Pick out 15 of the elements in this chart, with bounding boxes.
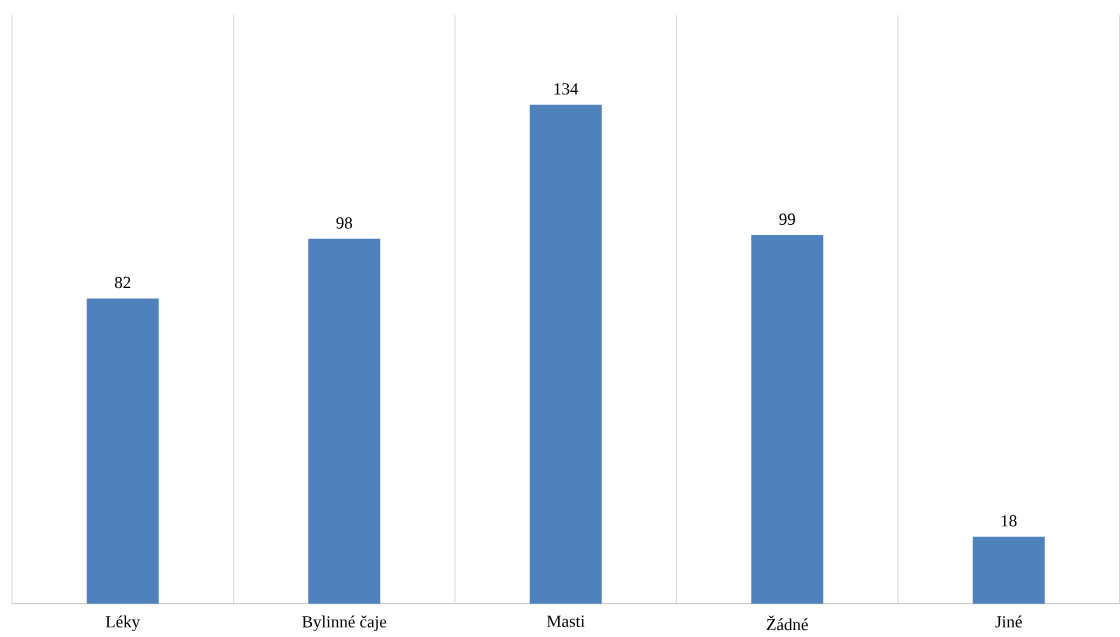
bar	[972, 536, 1045, 604]
x-tick-label: Jiné	[995, 615, 1022, 628]
bar	[308, 239, 381, 604]
data-label: 82	[114, 276, 131, 289]
x-tick-label: Masti	[546, 615, 585, 628]
data-label: 98	[336, 217, 353, 229]
bar	[751, 235, 824, 604]
bar	[529, 104, 602, 604]
data-label: 134	[554, 83, 579, 95]
x-tick-label: Léky	[105, 615, 141, 632]
data-label: 99	[779, 213, 796, 226]
data-label: 18	[1001, 515, 1017, 527]
x-tick-label: Bylinné čaje	[302, 615, 387, 632]
x-tick-label: Žádné	[766, 615, 808, 631]
bar	[86, 298, 159, 604]
